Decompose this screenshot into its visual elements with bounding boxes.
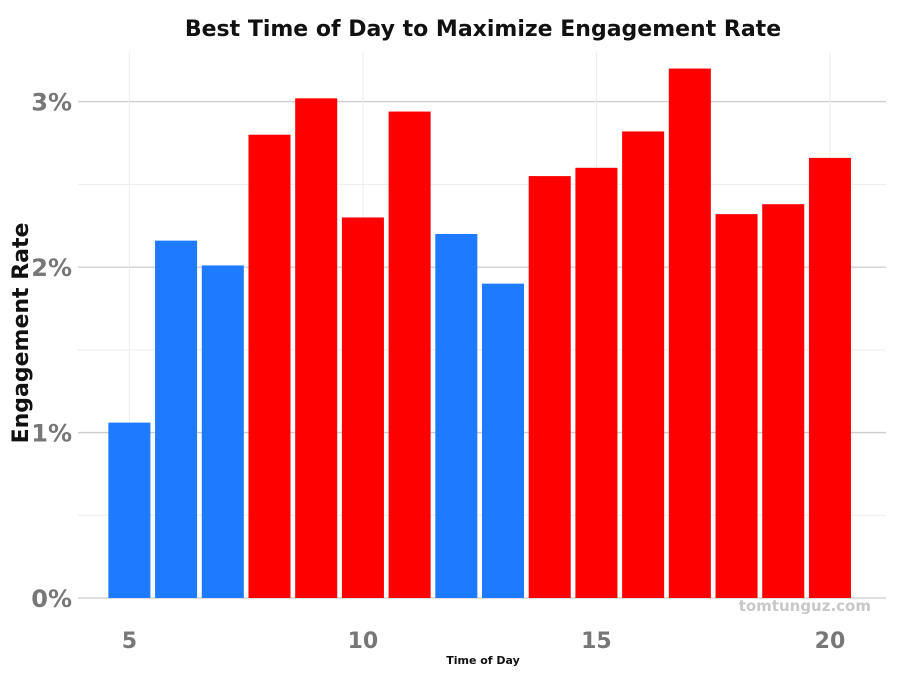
bar-hour-12 bbox=[435, 234, 478, 598]
y-axis-ticks: 0% 1% 2% 3% bbox=[31, 89, 72, 613]
x-axis-label: Time of Day bbox=[446, 654, 520, 667]
bar-hour-7 bbox=[201, 265, 244, 598]
x-tick-label: 5 bbox=[122, 629, 137, 654]
x-tick-label: 20 bbox=[815, 629, 846, 654]
bar-hour-5 bbox=[108, 422, 151, 598]
bar-hour-8 bbox=[248, 134, 291, 598]
y-tick-label: 2% bbox=[31, 254, 72, 282]
watermark: tomtunguz.com bbox=[739, 597, 871, 615]
bar-hour-9 bbox=[295, 98, 338, 598]
x-tick-label: 10 bbox=[348, 629, 379, 654]
y-axis-label: Engagement Rate bbox=[9, 223, 34, 444]
bar-hour-11 bbox=[388, 111, 431, 599]
bar-hour-10 bbox=[341, 217, 384, 599]
x-tick-label: 15 bbox=[581, 629, 612, 654]
bar-hour-17 bbox=[668, 68, 711, 598]
bar-hour-16 bbox=[622, 131, 665, 598]
x-axis-ticks: 5 10 15 20 bbox=[122, 629, 846, 654]
bar-hour-6 bbox=[155, 240, 198, 599]
bar-hour-18 bbox=[715, 214, 758, 599]
y-tick-label: 1% bbox=[31, 420, 72, 448]
bar-hour-19 bbox=[762, 204, 805, 598]
bar-hour-14 bbox=[528, 176, 571, 598]
bar-hour-15 bbox=[575, 167, 618, 598]
bar-hour-20 bbox=[808, 157, 851, 598]
bar-hour-13 bbox=[482, 283, 525, 598]
chart-title: Best Time of Day to Maximize Engagement … bbox=[185, 17, 781, 42]
y-tick-label: 0% bbox=[31, 585, 72, 613]
bars bbox=[108, 68, 851, 599]
y-tick-label: 3% bbox=[31, 89, 72, 117]
